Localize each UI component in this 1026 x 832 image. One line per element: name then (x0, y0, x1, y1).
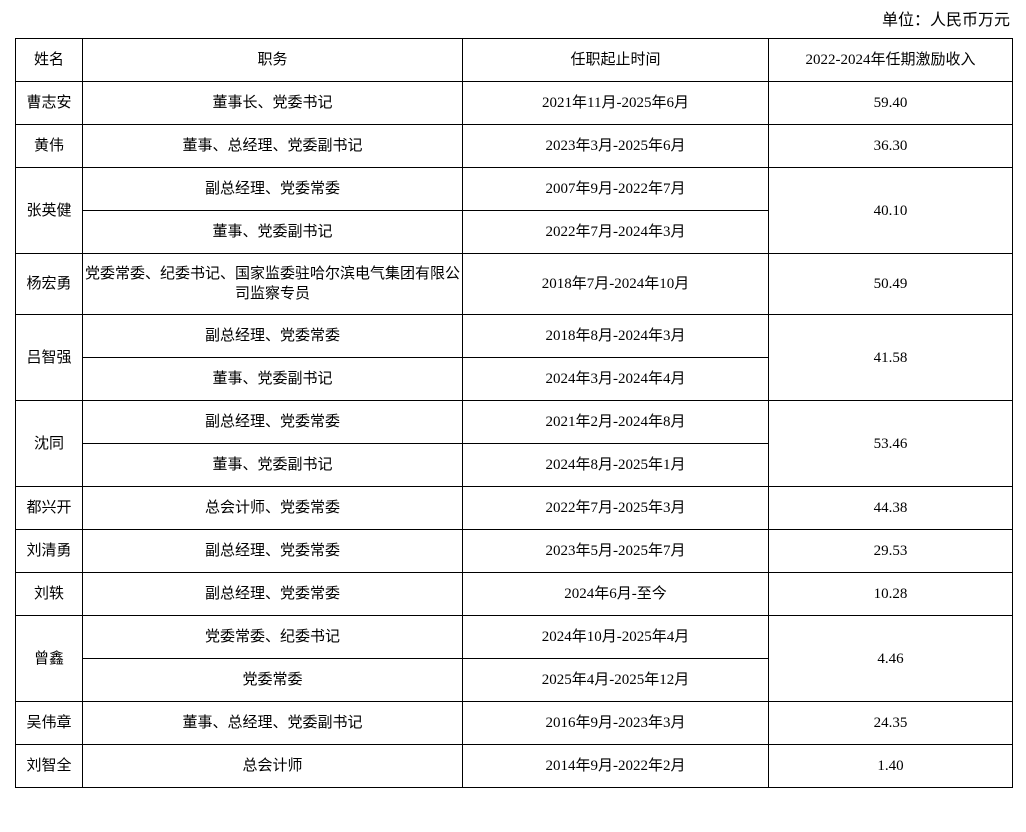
person-name: 张英健 (15, 167, 83, 254)
tenure-period: 2021年2月-2024年8月 (462, 400, 769, 444)
tenure-period: 2018年8月-2024年3月 (462, 314, 769, 358)
incentive-income: 41.58 (768, 314, 1013, 401)
header-position: 职务 (82, 38, 463, 82)
position-title: 党委常委 (82, 658, 463, 702)
table-row: 董事、党委副书记 2022年7月-2024年3月 (16, 210, 1013, 254)
incentive-income: 53.46 (768, 400, 1013, 487)
table-row: 党委常委 2025年4月-2025年12月 (16, 658, 1013, 702)
position-title: 党委常委、纪委书记 (82, 615, 463, 659)
tenure-period: 2018年7月-2024年10月 (462, 253, 769, 315)
table-row: 吴伟章 董事、总经理、党委副书记 2016年9月-2023年3月 24.35 (15, 701, 1013, 745)
position-title: 董事长、党委书记 (82, 81, 463, 125)
person-name: 杨宏勇 (15, 253, 83, 315)
table-row: 刘清勇 副总经理、党委常委 2023年5月-2025年7月 29.53 (15, 529, 1013, 573)
tenure-period: 2022年7月-2024年3月 (462, 210, 769, 254)
header-tenure: 任职起止时间 (462, 38, 769, 82)
tenure-period: 2016年9月-2023年3月 (462, 701, 769, 745)
position-title: 副总经理、党委常委 (82, 529, 463, 573)
header-name: 姓名 (15, 38, 83, 82)
table-row: 黄伟 董事、总经理、党委副书记 2023年3月-2025年6月 36.30 (15, 124, 1013, 168)
tenure-period: 2022年7月-2025年3月 (462, 486, 769, 530)
incentive-income: 59.40 (768, 81, 1013, 125)
incentive-income-table: 姓名 职务 任职起止时间 2022-2024年任期激励收入 曹志安 董事长、党委书… (15, 38, 1013, 788)
incentive-income: 36.30 (768, 124, 1013, 168)
position-title: 副总经理、党委常委 (82, 400, 463, 444)
table-row: 曹志安 董事长、党委书记 2021年11月-2025年6月 59.40 (15, 81, 1013, 125)
table-row: 曾鑫 党委常委、纪委书记 2024年10月-2025年4月 4.46 (15, 615, 1013, 702)
position-title: 副总经理、党委常委 (82, 314, 463, 358)
person-name: 沈同 (15, 400, 83, 487)
header-income: 2022-2024年任期激励收入 (768, 38, 1013, 82)
person-name: 黄伟 (15, 124, 83, 168)
person-name: 刘智全 (15, 744, 83, 788)
position-title: 总会计师、党委常委 (82, 486, 463, 530)
tenure-period: 2024年8月-2025年1月 (462, 443, 769, 487)
position-title: 董事、总经理、党委副书记 (82, 124, 463, 168)
person-name: 吕智强 (15, 314, 83, 401)
unit-label: 单位：人民币万元 (881, 12, 1010, 29)
person-name: 刘轶 (15, 572, 83, 616)
tenure-period: 2024年10月-2025年4月 (462, 615, 769, 659)
table-row: 董事、党委副书记 2024年8月-2025年1月 (16, 443, 1013, 487)
tenure-period: 2024年3月-2024年4月 (462, 357, 769, 401)
table-row: 沈同 副总经理、党委常委 2021年2月-2024年8月 53.46 (15, 400, 1013, 487)
position-title: 董事、党委副书记 (82, 357, 463, 401)
person-name: 吴伟章 (15, 701, 83, 745)
table-row: 吕智强 副总经理、党委常委 2018年8月-2024年3月 41.58 (15, 314, 1013, 401)
person-name: 刘清勇 (15, 529, 83, 573)
person-name: 曾鑫 (15, 615, 83, 702)
incentive-income: 4.46 (768, 615, 1013, 702)
table-row: 杨宏勇 党委常委、纪委书记、国家监委驻哈尔滨电气集团有限公司监察专员 2018年7月… (15, 253, 1013, 315)
incentive-income: 24.35 (768, 701, 1013, 745)
table-row: 张英健 副总经理、党委常委 2007年9月-2022年7月 40.10 (15, 167, 1013, 254)
tenure-period: 2025年4月-2025年12月 (462, 658, 769, 702)
table-header-row: 姓名 职务 任职起止时间 2022-2024年任期激励收入 (15, 38, 1013, 82)
incentive-income: 40.10 (768, 167, 1013, 254)
position-title: 副总经理、党委常委 (82, 167, 463, 211)
incentive-income: 29.53 (768, 529, 1013, 573)
incentive-income: 44.38 (768, 486, 1013, 530)
table-row: 刘轶 副总经理、党委常委 2024年6月-至今 10.28 (15, 572, 1013, 616)
position-title: 副总经理、党委常委 (82, 572, 463, 616)
position-title: 党委常委、纪委书记、国家监委驻哈尔滨电气集团有限公司监察专员 (82, 253, 463, 315)
tenure-period: 2024年6月-至今 (462, 572, 769, 616)
position-title: 董事、总经理、党委副书记 (82, 701, 463, 745)
tenure-period: 2023年5月-2025年7月 (462, 529, 769, 573)
tenure-period: 2007年9月-2022年7月 (462, 167, 769, 211)
incentive-income: 10.28 (768, 572, 1013, 616)
tenure-period: 2014年9月-2022年2月 (462, 744, 769, 788)
position-title: 董事、党委副书记 (82, 210, 463, 254)
table-row: 董事、党委副书记 2024年3月-2024年4月 (16, 357, 1013, 401)
position-title: 董事、党委副书记 (82, 443, 463, 487)
table-row: 都兴开 总会计师、党委常委 2022年7月-2025年3月 44.38 (15, 486, 1013, 530)
incentive-income: 50.49 (768, 253, 1013, 315)
incentive-income: 1.40 (768, 744, 1013, 788)
person-name: 曹志安 (15, 81, 83, 125)
person-name: 都兴开 (15, 486, 83, 530)
table-row: 刘智全 总会计师 2014年9月-2022年2月 1.40 (15, 744, 1013, 788)
tenure-period: 2023年3月-2025年6月 (462, 124, 769, 168)
position-title: 总会计师 (82, 744, 463, 788)
tenure-period: 2021年11月-2025年6月 (462, 81, 769, 125)
